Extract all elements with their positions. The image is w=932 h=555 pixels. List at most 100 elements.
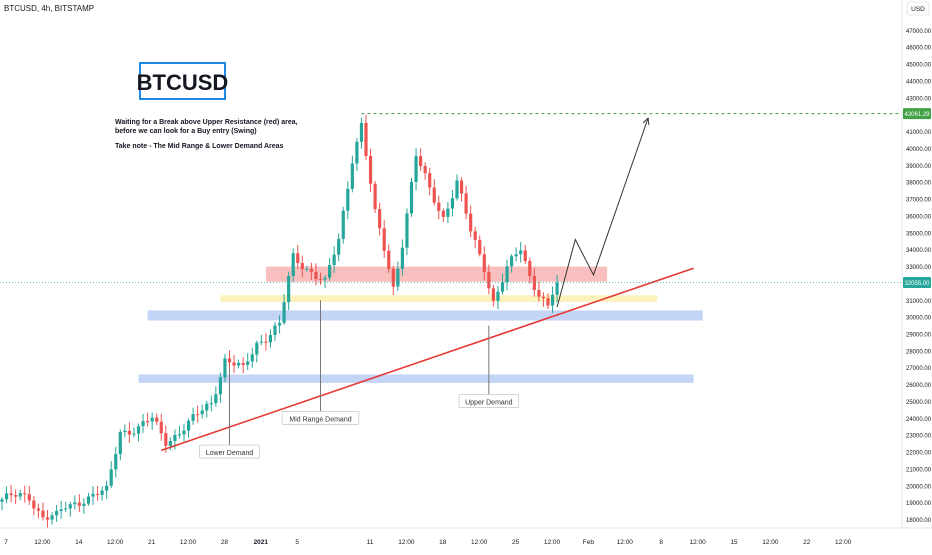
candle-up — [136, 426, 141, 434]
trendline[interactable] — [160, 267, 694, 452]
current-price-badge — [903, 276, 931, 288]
candle-up — [141, 421, 145, 427]
candle-down — [41, 510, 45, 518]
candle-up — [118, 432, 122, 455]
candle-down — [196, 414, 200, 416]
candle-up — [50, 515, 54, 520]
candle-up — [168, 440, 172, 446]
y-tick-label: 23000.00 — [906, 434, 932, 440]
y-tick-label: 33000.00 — [906, 265, 932, 271]
candle-down — [164, 433, 168, 446]
candle-up — [287, 276, 291, 303]
candle-down — [264, 341, 268, 343]
candle-up — [337, 238, 341, 255]
y-tick-label: 39000.00 — [906, 164, 932, 170]
candle-down — [23, 493, 27, 495]
zone-mid-range — [220, 295, 658, 302]
y-tick-label: 45000.00 — [906, 63, 932, 69]
candle-down — [373, 183, 377, 210]
candle-down — [382, 228, 386, 251]
x-tick-label: 2021 — [254, 539, 269, 546]
candle-down — [541, 296, 546, 299]
candle-up — [105, 485, 109, 491]
candle-down — [14, 495, 18, 497]
x-tick-label: 11 — [367, 539, 374, 546]
candle-up — [4, 493, 9, 500]
y-tick-label: 41000.00 — [906, 130, 932, 136]
x-tick-label: 15 — [730, 539, 738, 546]
candle-up — [109, 469, 113, 486]
label-box — [281, 411, 360, 425]
candle-down — [428, 173, 432, 188]
candle-up — [68, 504, 72, 509]
y-tick-label: 22000.00 — [906, 451, 932, 457]
label-box — [199, 444, 260, 459]
candle-down — [473, 231, 477, 240]
candle-up — [173, 434, 177, 441]
y-tick-label: 37000.00 — [906, 198, 932, 204]
candle-down — [32, 500, 36, 509]
y-tick-label: 34000.00 — [906, 248, 932, 254]
y-tick-label: 31000.00 — [906, 299, 932, 305]
candle-up — [123, 430, 127, 433]
y-tick-label: 26000.00 — [906, 383, 932, 389]
candle-down — [300, 263, 304, 270]
candle-down — [419, 156, 423, 167]
y-tick-label: 20000.00 — [906, 484, 932, 490]
candle-down — [241, 362, 245, 365]
y-tick-label: 19000.00 — [906, 501, 932, 507]
zone-lower-demand — [138, 374, 694, 383]
candle-down — [482, 254, 486, 273]
candle-up — [500, 282, 505, 292]
candle-up — [250, 354, 254, 362]
candle-down — [77, 502, 81, 506]
candle-up — [209, 403, 213, 405]
candle-up — [510, 256, 514, 267]
x-tick-label: 12:00 — [617, 539, 634, 546]
candle-down — [537, 289, 541, 297]
candle-down — [9, 493, 13, 496]
candle-up — [91, 493, 95, 497]
candle-down — [296, 253, 300, 264]
note-line-3: Take note - The Mid Range & Lower Demand… — [115, 143, 284, 150]
candle-up — [328, 264, 332, 278]
candle-down — [127, 430, 131, 435]
x-tick-label: 22 — [803, 539, 811, 546]
candle-up — [223, 358, 227, 378]
currency-badge[interactable] — [906, 1, 930, 16]
y-tick-label: 47000.00 — [906, 29, 932, 35]
candle-down — [478, 239, 482, 255]
candle-up — [246, 361, 250, 365]
y-tick-label: 35000.00 — [906, 231, 932, 237]
candle-up — [405, 213, 409, 248]
y-tick-label: 36000.00 — [906, 214, 932, 220]
target-price-badge — [903, 108, 931, 120]
projection-path[interactable] — [556, 117, 649, 308]
candle-up — [59, 509, 63, 511]
candle-down — [232, 362, 236, 366]
y-tick-label: 44000.00 — [906, 79, 932, 85]
candle-up — [550, 294, 555, 306]
candle-down — [464, 193, 468, 214]
candle-up — [0, 499, 4, 502]
candle-up — [132, 433, 136, 435]
candle-up — [323, 277, 327, 280]
candle-down — [441, 210, 445, 217]
zone-upper-demand — [147, 310, 703, 321]
y-tick-label: 25000.00 — [906, 400, 932, 406]
candle-up — [237, 362, 241, 366]
candle-up — [455, 180, 459, 199]
candle-up — [218, 377, 222, 395]
x-tick-label: 12:00 — [762, 539, 779, 546]
candle-up — [150, 417, 154, 422]
candle-up — [496, 291, 500, 301]
candle-up — [268, 335, 273, 343]
candle-up — [514, 254, 518, 257]
current-price-label: 32055.00 — [904, 281, 930, 287]
x-tick-label: 12:00 — [107, 539, 124, 546]
candle-up — [255, 342, 259, 355]
y-tick-label: 43000.00 — [906, 96, 932, 102]
candle-down — [45, 517, 50, 520]
x-tick-label: 25 — [512, 539, 520, 546]
